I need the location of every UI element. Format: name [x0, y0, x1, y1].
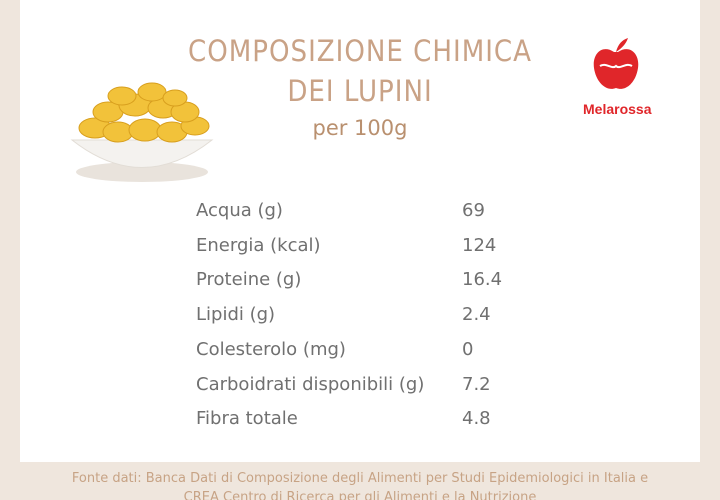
row-value: 69	[462, 200, 485, 221]
panel	[20, 0, 700, 462]
row-label: Proteine (g)	[196, 269, 302, 291]
subtitle: per 100g	[312, 116, 408, 140]
logo-brand: Melarossa	[583, 101, 652, 117]
row-label: Colesterolo (mg)	[196, 338, 346, 360]
row-label: Acqua (g)	[196, 200, 283, 221]
row-value: 124	[462, 234, 497, 256]
row-value: 2.4	[462, 304, 491, 326]
row-value: 0	[462, 338, 474, 360]
row-label: Carboidrati disponibili (g)	[196, 373, 425, 395]
row-label: Energia (kcal)	[196, 234, 321, 256]
logo-apple	[593, 38, 639, 89]
title-line: DEI LUPINI	[287, 74, 433, 108]
row-label: Lipidi (g)	[196, 304, 276, 326]
title-line: COMPOSIZIONE CHIMICA	[188, 34, 532, 68]
row-value: 16.4	[462, 269, 503, 291]
row-label: Fibra totale	[196, 408, 298, 430]
row-value: 4.8	[462, 408, 491, 430]
lupini-bowl	[70, 82, 214, 182]
row-value: 7.2	[462, 373, 491, 395]
footer-line: Fonte dati: Banca Dati di Composizione d…	[71, 471, 649, 486]
footer-line: CREA Centro di Ricerca per gli Alimenti …	[183, 490, 537, 500]
